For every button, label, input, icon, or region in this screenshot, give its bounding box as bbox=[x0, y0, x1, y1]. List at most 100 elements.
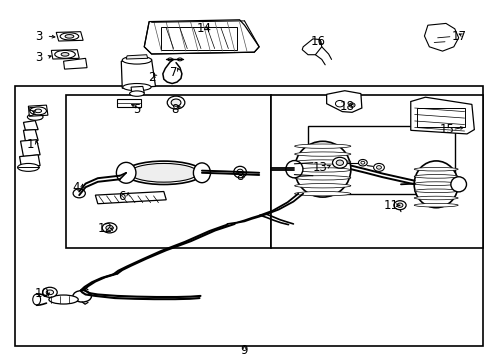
Ellipse shape bbox=[236, 169, 243, 175]
Ellipse shape bbox=[294, 152, 350, 156]
Polygon shape bbox=[302, 39, 321, 55]
Text: 4: 4 bbox=[72, 181, 80, 194]
Text: 12: 12 bbox=[98, 222, 112, 235]
Ellipse shape bbox=[55, 50, 75, 58]
Ellipse shape bbox=[177, 58, 182, 61]
Ellipse shape bbox=[413, 203, 457, 207]
Ellipse shape bbox=[396, 203, 402, 207]
Text: 2: 2 bbox=[147, 71, 155, 84]
Ellipse shape bbox=[332, 157, 346, 168]
Bar bbox=[161, 27, 237, 50]
Polygon shape bbox=[410, 97, 473, 134]
Ellipse shape bbox=[73, 291, 91, 302]
Ellipse shape bbox=[294, 141, 350, 197]
Ellipse shape bbox=[171, 99, 181, 106]
Bar bbox=[15, 86, 482, 346]
Polygon shape bbox=[56, 32, 83, 41]
Polygon shape bbox=[29, 114, 41, 120]
Ellipse shape bbox=[294, 168, 350, 172]
Ellipse shape bbox=[105, 225, 113, 230]
Text: 3: 3 bbox=[35, 30, 43, 42]
Polygon shape bbox=[20, 155, 40, 167]
Ellipse shape bbox=[46, 290, 54, 294]
Ellipse shape bbox=[102, 223, 117, 233]
Ellipse shape bbox=[450, 177, 466, 192]
Polygon shape bbox=[63, 58, 87, 69]
Polygon shape bbox=[126, 55, 147, 59]
Ellipse shape bbox=[167, 58, 172, 61]
Polygon shape bbox=[424, 23, 458, 51]
Ellipse shape bbox=[393, 201, 405, 210]
Ellipse shape bbox=[413, 167, 457, 171]
Text: 1: 1 bbox=[26, 138, 34, 150]
Ellipse shape bbox=[42, 287, 57, 297]
Polygon shape bbox=[326, 91, 361, 112]
Ellipse shape bbox=[413, 196, 457, 200]
Ellipse shape bbox=[18, 163, 39, 171]
Text: 17: 17 bbox=[451, 30, 466, 42]
Text: 5: 5 bbox=[133, 103, 141, 116]
Ellipse shape bbox=[116, 162, 136, 183]
Text: 9: 9 bbox=[240, 345, 248, 357]
Text: 3: 3 bbox=[35, 51, 43, 64]
Ellipse shape bbox=[373, 163, 384, 171]
Ellipse shape bbox=[35, 109, 41, 113]
Text: 8: 8 bbox=[171, 103, 179, 116]
Ellipse shape bbox=[60, 33, 79, 40]
Text: 13: 13 bbox=[312, 161, 327, 174]
Text: 7: 7 bbox=[169, 66, 177, 78]
Ellipse shape bbox=[294, 160, 350, 164]
Ellipse shape bbox=[129, 163, 198, 182]
Ellipse shape bbox=[358, 159, 366, 166]
Text: 15: 15 bbox=[439, 123, 454, 136]
Ellipse shape bbox=[129, 91, 144, 96]
Ellipse shape bbox=[65, 35, 74, 38]
Ellipse shape bbox=[193, 163, 210, 183]
Polygon shape bbox=[20, 140, 40, 157]
Ellipse shape bbox=[335, 100, 344, 107]
Ellipse shape bbox=[413, 189, 457, 193]
Ellipse shape bbox=[294, 176, 350, 180]
Polygon shape bbox=[51, 50, 79, 59]
Ellipse shape bbox=[122, 56, 151, 64]
Ellipse shape bbox=[376, 166, 381, 169]
Bar bbox=[66, 95, 271, 248]
Text: 18: 18 bbox=[339, 100, 354, 113]
Text: 6: 6 bbox=[118, 190, 126, 203]
Ellipse shape bbox=[167, 96, 184, 109]
Polygon shape bbox=[95, 192, 166, 204]
Ellipse shape bbox=[413, 175, 457, 178]
Ellipse shape bbox=[124, 161, 203, 184]
Ellipse shape bbox=[413, 182, 457, 185]
Ellipse shape bbox=[413, 161, 457, 208]
Bar bbox=[117, 99, 141, 107]
Polygon shape bbox=[144, 20, 259, 54]
Ellipse shape bbox=[122, 84, 151, 91]
Polygon shape bbox=[121, 59, 155, 88]
Text: 11: 11 bbox=[383, 199, 398, 212]
Ellipse shape bbox=[33, 294, 41, 305]
Text: 16: 16 bbox=[310, 35, 325, 48]
Ellipse shape bbox=[348, 103, 354, 107]
Bar bbox=[271, 95, 482, 248]
Ellipse shape bbox=[294, 144, 350, 148]
Text: 10: 10 bbox=[35, 287, 50, 300]
Polygon shape bbox=[28, 105, 48, 116]
Ellipse shape bbox=[61, 53, 69, 56]
Ellipse shape bbox=[294, 192, 350, 196]
Text: 8: 8 bbox=[235, 170, 243, 183]
Ellipse shape bbox=[285, 161, 302, 178]
Ellipse shape bbox=[294, 184, 350, 188]
Polygon shape bbox=[23, 130, 38, 141]
Ellipse shape bbox=[27, 114, 43, 120]
Bar bbox=[416, 108, 464, 127]
Bar bbox=[307, 126, 454, 194]
Ellipse shape bbox=[360, 161, 364, 164]
Ellipse shape bbox=[73, 189, 85, 198]
Ellipse shape bbox=[336, 160, 343, 165]
Text: 5: 5 bbox=[26, 106, 34, 119]
Text: 14: 14 bbox=[197, 22, 211, 35]
Ellipse shape bbox=[30, 107, 46, 115]
Polygon shape bbox=[131, 86, 144, 94]
Polygon shape bbox=[23, 121, 38, 130]
